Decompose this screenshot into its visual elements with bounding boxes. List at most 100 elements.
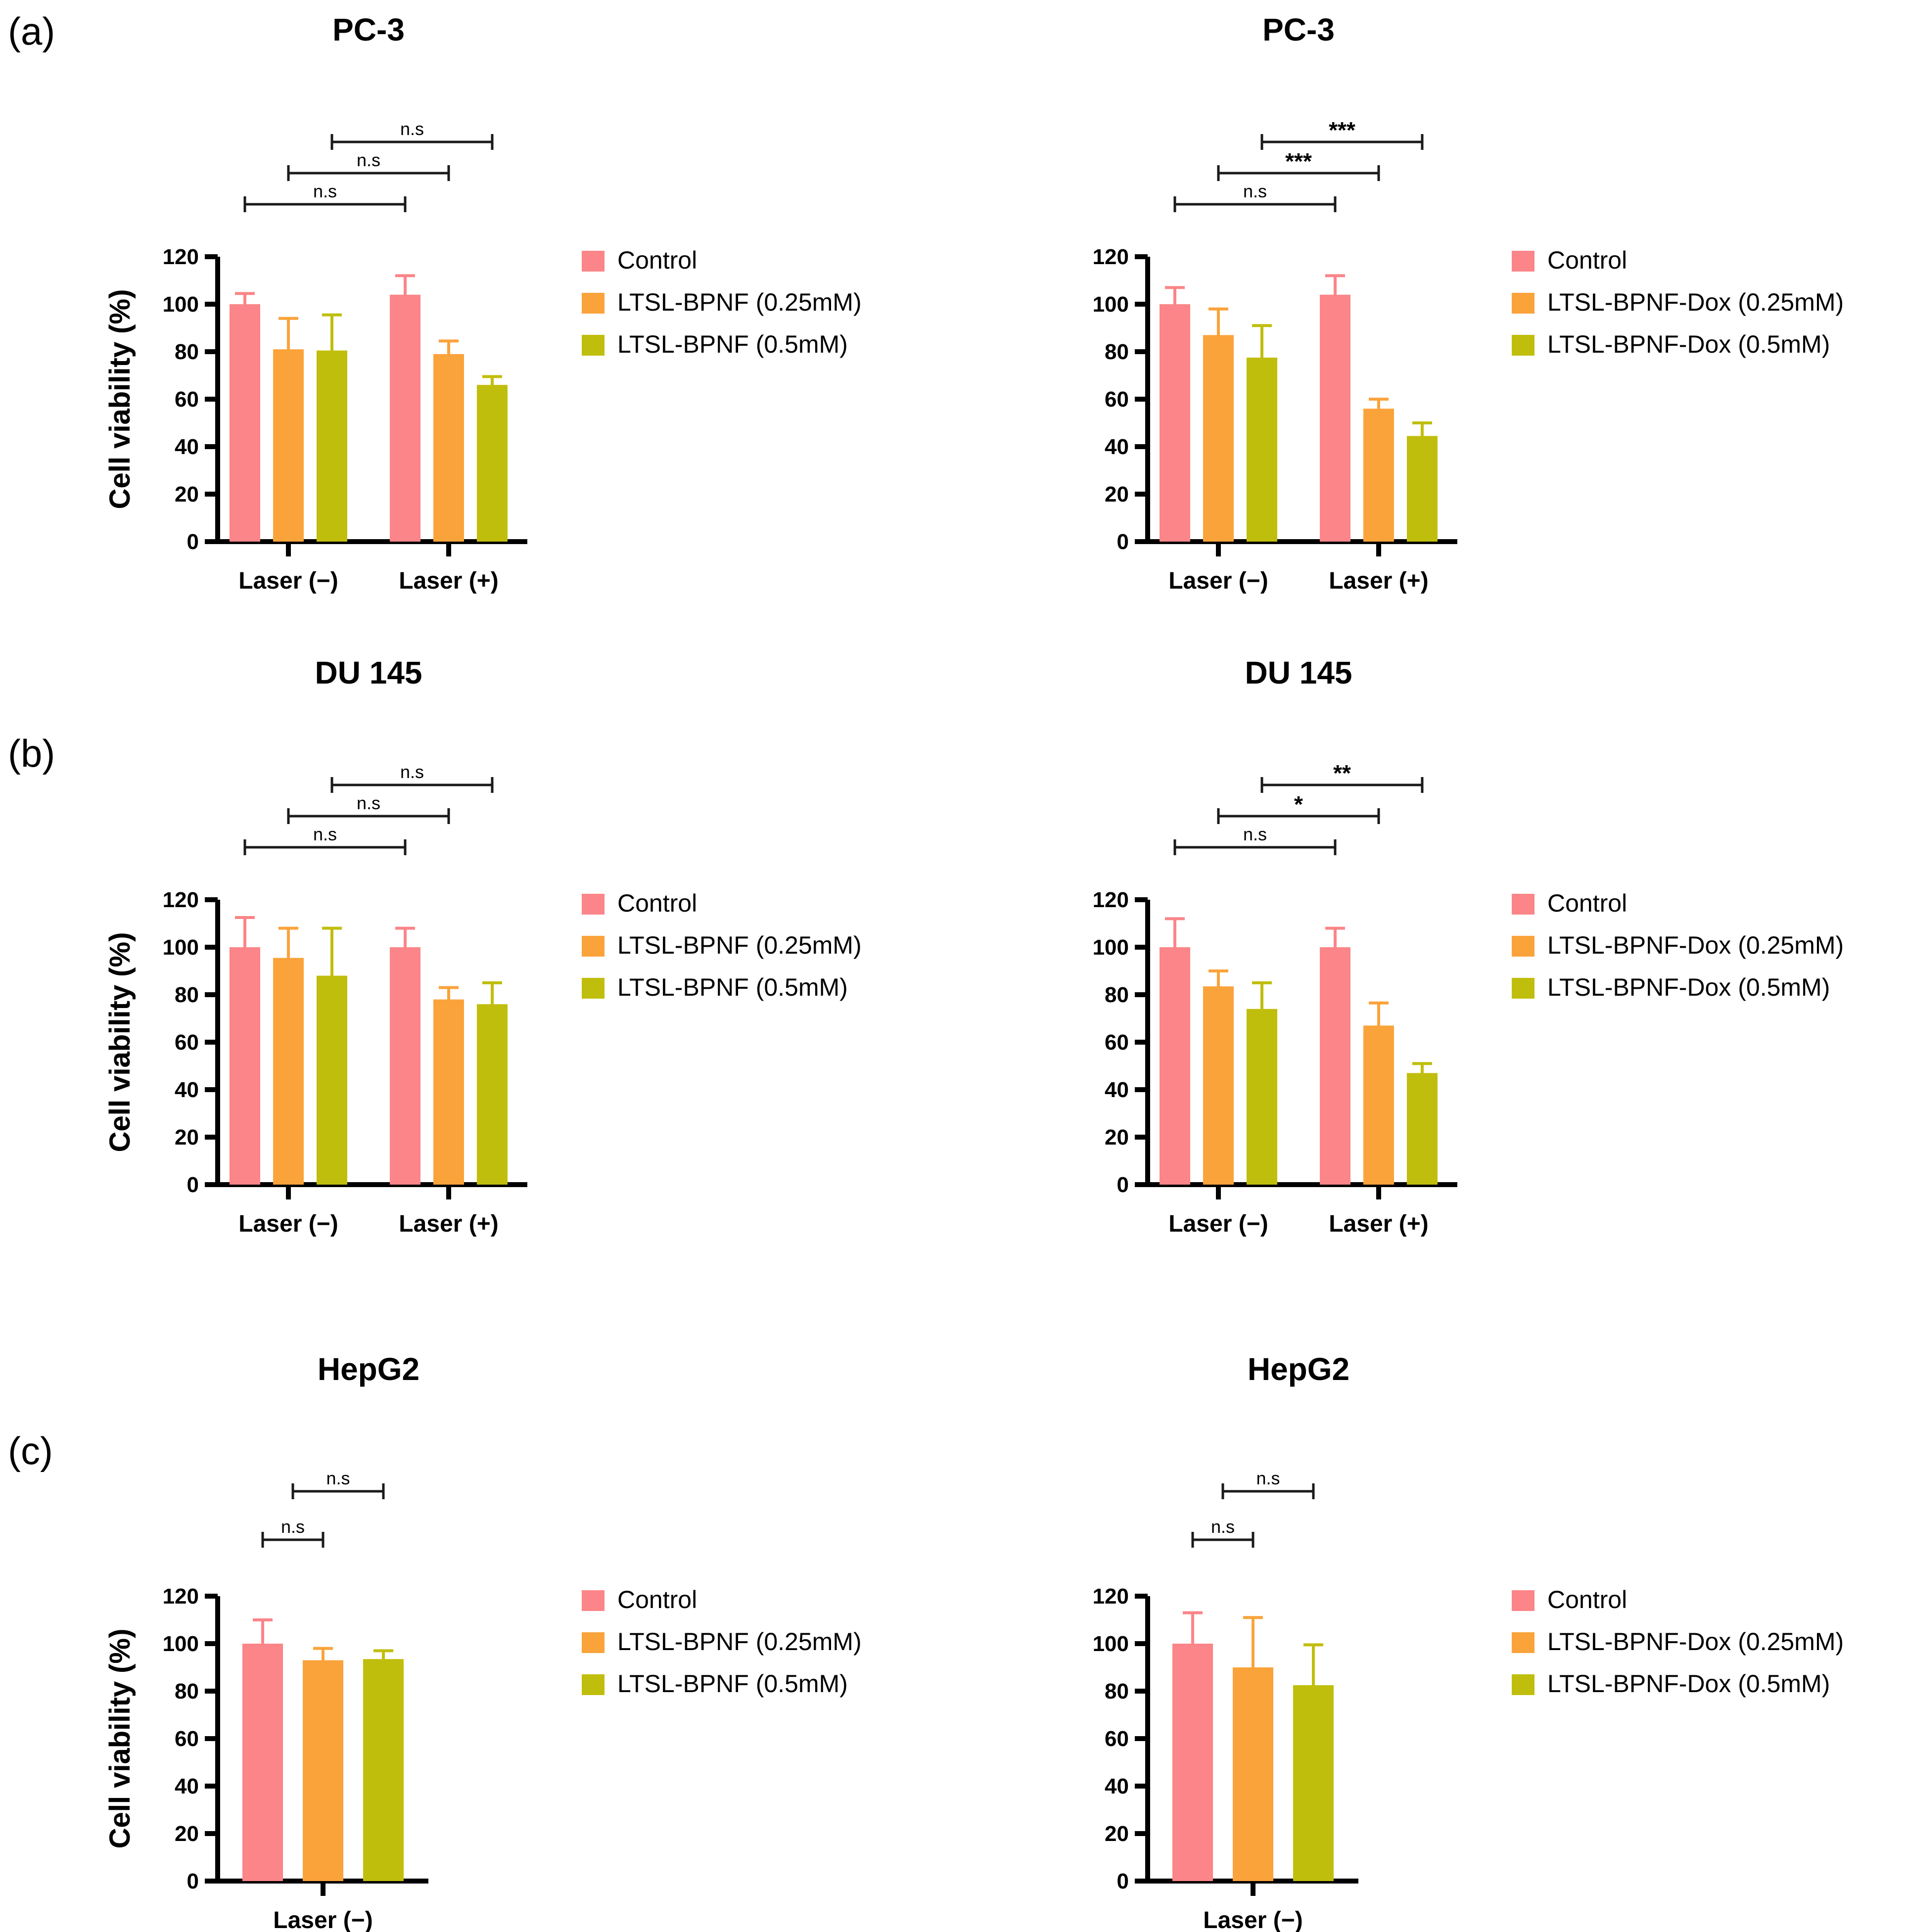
bar (1172, 1644, 1213, 1881)
chart-du145-ltsl-bpnf: DU 145 0 20 40 60 80 100 120 Cell viability (%) L… (104, 655, 862, 1237)
legend-swatch (582, 1632, 604, 1653)
y-tick-label: 40 (1105, 1078, 1129, 1102)
y-axis-title: Cell viability (%) (104, 932, 136, 1152)
legend-label: LTSL-BPNF (0.25mM) (617, 931, 862, 959)
legend-label: Control (1547, 1586, 1627, 1613)
significance-label: n.s (1243, 824, 1267, 844)
y-tick-label: 120 (163, 1584, 199, 1609)
legend-swatch (582, 1674, 604, 1695)
x-category-label: Laser (+) (399, 1211, 498, 1237)
bar (273, 349, 304, 542)
y-tick-label: 20 (1105, 1125, 1129, 1150)
y-tick-label: 0 (1117, 530, 1129, 554)
bar (1407, 1073, 1438, 1185)
chart-hepg2-ltsl-bpnf-dox: HepG2 0 20 40 60 80 100 120 Cell viability (%) La… (104, 1351, 1844, 1932)
legend-label: LTSL-BPNF-Dox (0.5mM) (1547, 1670, 1830, 1698)
legend-swatch (1512, 894, 1534, 915)
legend-swatch (1512, 293, 1534, 314)
y-tick-label: 120 (1093, 888, 1129, 912)
significance-label: *** (1329, 117, 1355, 143)
significance-label: n.s (400, 119, 424, 139)
bar (1293, 1685, 1334, 1881)
legend-label: LTSL-BPNF-Dox (0.25mM) (1547, 1628, 1844, 1656)
significance-label: n.s (1211, 1517, 1235, 1537)
legend-swatch (1512, 251, 1534, 272)
legend-label: Control (617, 246, 697, 274)
x-category-label: Laser (−) (1203, 1907, 1302, 1932)
bar (1247, 1009, 1277, 1185)
legend-label: LTSL-BPNF (0.5mM) (617, 973, 848, 1001)
significance-label: n.s (1243, 181, 1267, 201)
legend-label: LTSL-BPNF-Dox (0.25mM) (1547, 288, 1844, 316)
y-tick-label: 20 (1105, 1822, 1129, 1846)
bar (390, 947, 420, 1185)
y-tick-label: 100 (163, 292, 199, 317)
legend-label: LTSL-BPNF-Dox (0.25mM) (1547, 931, 1844, 959)
x-category-label: Laser (−) (1168, 1211, 1268, 1237)
significance-label: n.s (357, 150, 380, 170)
bar (1160, 304, 1190, 542)
legend-label: LTSL-BPNF (0.5mM) (617, 330, 848, 358)
bar (230, 304, 260, 542)
x-category-label: Laser (−) (238, 568, 338, 594)
chart-pc3-ltsl-bpnf: PC-3 0 20 40 60 80 100 120 Cell viability (%) Las… (104, 12, 862, 594)
bar (433, 999, 464, 1185)
bar (477, 1004, 508, 1185)
bar (1407, 436, 1438, 542)
significance-label: n.s (313, 181, 337, 201)
bar (390, 294, 420, 542)
legend-swatch (1512, 1632, 1534, 1653)
y-tick-label: 40 (175, 435, 199, 459)
legend-label: Control (617, 1586, 697, 1613)
legend-label: Control (1547, 246, 1627, 274)
legend-swatch (1512, 335, 1534, 356)
y-tick-label: 60 (1105, 1030, 1129, 1055)
legend-swatch (582, 251, 604, 272)
significance-label: ** (1333, 760, 1351, 786)
chart-du145-ltsl-bpnf-dox: DU 145 0 20 40 60 80 100 120 Cell viability (%) L… (104, 655, 1844, 1237)
panel-label-a: (a) (8, 9, 55, 53)
bar (363, 1659, 404, 1881)
legend-swatch (582, 978, 604, 999)
panel-label-b: (b) (8, 732, 55, 775)
legend-swatch (582, 894, 604, 915)
bar (1233, 1667, 1273, 1881)
y-tick-label: 0 (1117, 1173, 1129, 1197)
y-tick-label: 100 (1093, 1632, 1129, 1656)
y-tick-label: 100 (163, 1632, 199, 1656)
legend-label: Control (617, 889, 697, 917)
chart-title: PC-3 (1262, 12, 1335, 47)
significance-label: n.s (1256, 1468, 1280, 1488)
legend-label: Control (1547, 889, 1627, 917)
x-category-label: Laser (+) (399, 568, 498, 594)
y-axis-title: Cell viability (%) (104, 289, 136, 509)
chart-title: HepG2 (1248, 1351, 1349, 1387)
chart-pc3-ltsl-bpnf-dox: PC-3 0 20 40 60 80 100 120 Cell viability (%) Las… (104, 12, 1844, 594)
bar (1203, 986, 1234, 1185)
bar (1320, 294, 1350, 542)
y-tick-label: 0 (187, 1869, 199, 1893)
bar (1363, 409, 1394, 542)
y-tick-label: 60 (1105, 1727, 1129, 1751)
significance-label: n.s (281, 1517, 305, 1537)
y-tick-label: 60 (175, 1030, 199, 1055)
bar (1363, 1025, 1394, 1185)
bar (477, 385, 508, 542)
significance-label: * (1294, 791, 1303, 817)
legend-swatch (582, 936, 604, 957)
y-tick-label: 20 (175, 1822, 199, 1846)
y-tick-label: 0 (187, 1173, 199, 1197)
legend-swatch (582, 293, 604, 314)
y-tick-label: 60 (1105, 387, 1129, 412)
chart-title: PC-3 (332, 12, 405, 47)
panel-label-c: (c) (8, 1429, 53, 1472)
bar (433, 354, 464, 542)
legend-label: LTSL-BPNF (0.25mM) (617, 288, 862, 316)
bar (303, 1660, 343, 1881)
y-tick-label: 80 (1105, 1679, 1129, 1703)
y-axis-title: Cell viability (%) (104, 1629, 136, 1849)
y-tick-label: 120 (1093, 245, 1129, 269)
significance-label: n.s (400, 762, 424, 782)
y-tick-label: 100 (163, 935, 199, 960)
